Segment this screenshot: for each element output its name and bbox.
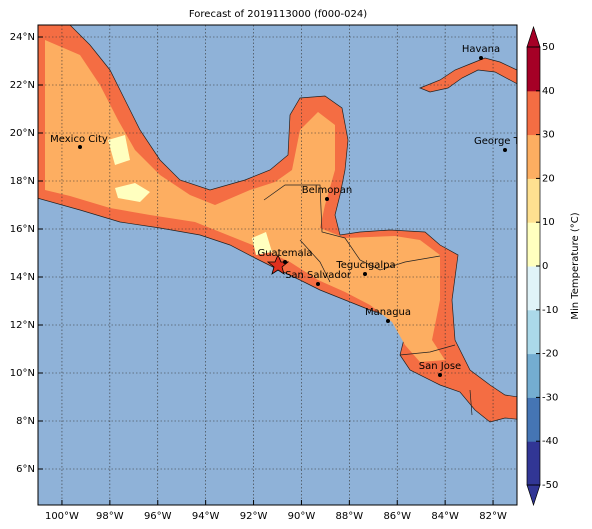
colorbar-tick-label: -10 — [542, 305, 558, 316]
grid — [38, 25, 517, 505]
border — [299, 239, 331, 283]
lon-tick-label: 90°W — [288, 511, 316, 522]
colorbar-tick-label: 10 — [542, 217, 555, 228]
colorbar-band — [527, 134, 540, 179]
city: George Town — [474, 136, 539, 152]
colorbar-tick-label: 40 — [542, 86, 555, 97]
city-dot — [316, 282, 320, 286]
colorbar-tick-label: -20 — [542, 349, 558, 360]
city-dot — [479, 56, 483, 60]
city: Managua — [365, 307, 411, 323]
lat-tick-label: 6°N — [16, 464, 35, 475]
colorbar-tick-label: 30 — [542, 130, 555, 141]
city-dot — [386, 319, 390, 323]
colorbar-extend-top — [526, 25, 541, 48]
lon-tick-label: 96°W — [144, 511, 172, 522]
land-interior — [45, 40, 445, 362]
lat-tick-label: 12°N — [10, 320, 35, 331]
land-cool-patch — [115, 183, 150, 202]
lon-tick-label: 94°W — [192, 511, 220, 522]
city-label: Mexico City — [50, 134, 108, 145]
map-frame — [37, 24, 518, 506]
lon-tick-label: 84°W — [431, 511, 459, 522]
lat-tick-label: 20°N — [10, 128, 35, 139]
city-label: Havana — [462, 44, 500, 55]
colorbar-band — [527, 178, 540, 223]
lat-tick-label: 10°N — [10, 368, 35, 379]
colorbar — [526, 25, 541, 507]
lat-tick-label: 16°N — [10, 224, 35, 235]
lat-tick-label: 24°N — [10, 32, 35, 43]
border — [399, 344, 456, 356]
colorbar-tick-label: -40 — [542, 436, 558, 447]
colorbar-band — [527, 222, 540, 267]
colorbar-tick-label: 20 — [542, 173, 555, 184]
lon-tick-label: 86°W — [383, 511, 411, 522]
lon-tick-label: 92°W — [240, 511, 268, 522]
colorbar-band — [527, 309, 540, 355]
city: Belmopan — [302, 185, 352, 201]
lon-tick-label: 98°W — [96, 511, 124, 522]
border — [263, 184, 346, 239]
city-label: Tegucigalpa — [335, 260, 395, 271]
city-dot — [283, 260, 287, 264]
city-dot — [438, 373, 442, 377]
colorbar-band — [527, 441, 540, 486]
lon-tick-label: 88°W — [336, 511, 364, 522]
city: Mexico City — [50, 134, 108, 149]
colorbar-tick-label: -50 — [542, 480, 558, 491]
city-label: Managua — [365, 307, 411, 318]
land-layer — [38, 25, 517, 423]
city-label: Belmopan — [302, 185, 352, 196]
lat-tick-label: 14°N — [10, 272, 35, 283]
city: San Jose — [419, 361, 461, 377]
city-label: George Town — [474, 136, 539, 147]
city: Tegucigalpa — [335, 260, 396, 276]
land-cool-patch — [252, 232, 272, 255]
land-cool-patch — [108, 135, 130, 165]
lat-tick-label: 22°N — [10, 80, 35, 91]
lon-tick-label: 82°W — [479, 511, 507, 522]
city-label: Guatemala — [257, 248, 312, 259]
title: Forecast of 2019113000 (f000-024) — [189, 9, 367, 20]
border — [344, 237, 441, 271]
city: Guatemala — [257, 248, 313, 264]
city-dot — [325, 197, 329, 201]
city: San Salvador — [285, 270, 352, 286]
lon-tick-label: 100°W — [45, 511, 79, 522]
border — [469, 389, 473, 416]
colorbar-band — [527, 397, 540, 442]
colorbar-extend-bottom — [526, 484, 541, 507]
city-dot — [363, 272, 367, 276]
colorbar-band — [527, 353, 540, 398]
city-dot — [503, 148, 507, 152]
colorbar-tick-label: 0 — [542, 261, 548, 272]
colorbar-tick-label: 50 — [542, 42, 555, 53]
colorbar-label: Min Temperature (°C) — [570, 212, 581, 319]
colorbar-band — [527, 47, 540, 92]
lat-tick-label: 18°N — [10, 176, 35, 187]
city-label: San Salvador — [285, 270, 352, 281]
colorbar-tick-label: -30 — [542, 392, 558, 403]
city-dot — [78, 145, 82, 149]
colorbar-band — [527, 266, 540, 311]
cities: Mexico City Havana George Town Belmopan … — [50, 44, 539, 377]
lat-tick-label: 8°N — [16, 416, 35, 427]
land-cuba — [419, 57, 517, 93]
city: Havana — [462, 44, 500, 60]
colorbar-band — [527, 90, 540, 136]
city-label: San Jose — [419, 361, 461, 372]
